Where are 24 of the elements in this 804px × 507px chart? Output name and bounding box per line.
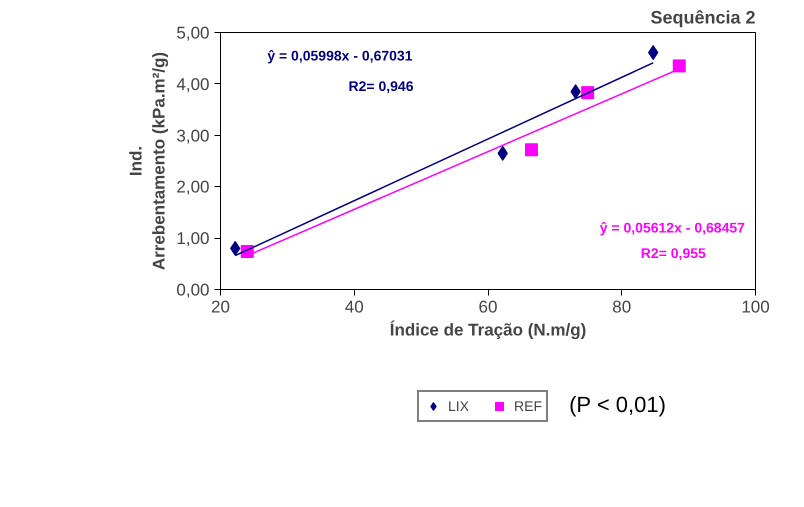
y-axis-title: Ind. Arrebentamento (kPa.m²/g) bbox=[126, 52, 168, 270]
x-tick-label: 100 bbox=[741, 298, 770, 316]
annotation: ŷ = 0,05998x - 0,67031 bbox=[267, 47, 413, 64]
point bbox=[672, 59, 686, 72]
text: (P < 0,01) bbox=[569, 392, 666, 417]
annotation: ŷ = 0,05612x - 0,68457 bbox=[600, 220, 746, 236]
y-tick-label: 0,00 bbox=[176, 280, 210, 300]
chart-title: Sequência 2 bbox=[650, 8, 756, 28]
y-tick-label: 3,00 bbox=[176, 126, 210, 146]
x-axis-title: Índice de Tração (N.m/g) bbox=[390, 320, 586, 340]
legend-label: REF bbox=[514, 398, 542, 414]
x-tick-label: 20 bbox=[211, 298, 230, 316]
annotation: R2= 0,946 bbox=[348, 78, 414, 94]
x-tick-label: 60 bbox=[478, 298, 498, 316]
y-tick-label: 2,00 bbox=[176, 178, 210, 197]
y-tick-label: 4,00 bbox=[176, 74, 210, 94]
x-tick-label: 80 bbox=[612, 298, 632, 316]
legend-label: LIX bbox=[448, 398, 470, 414]
y-tick-label: 5,00 bbox=[176, 24, 210, 42]
point bbox=[524, 143, 538, 156]
y-tick-label: 1,00 bbox=[176, 229, 210, 248]
annotation: R2= 0,955 bbox=[640, 245, 706, 262]
x-tick-label: 40 bbox=[344, 298, 364, 316]
point bbox=[570, 84, 581, 100]
